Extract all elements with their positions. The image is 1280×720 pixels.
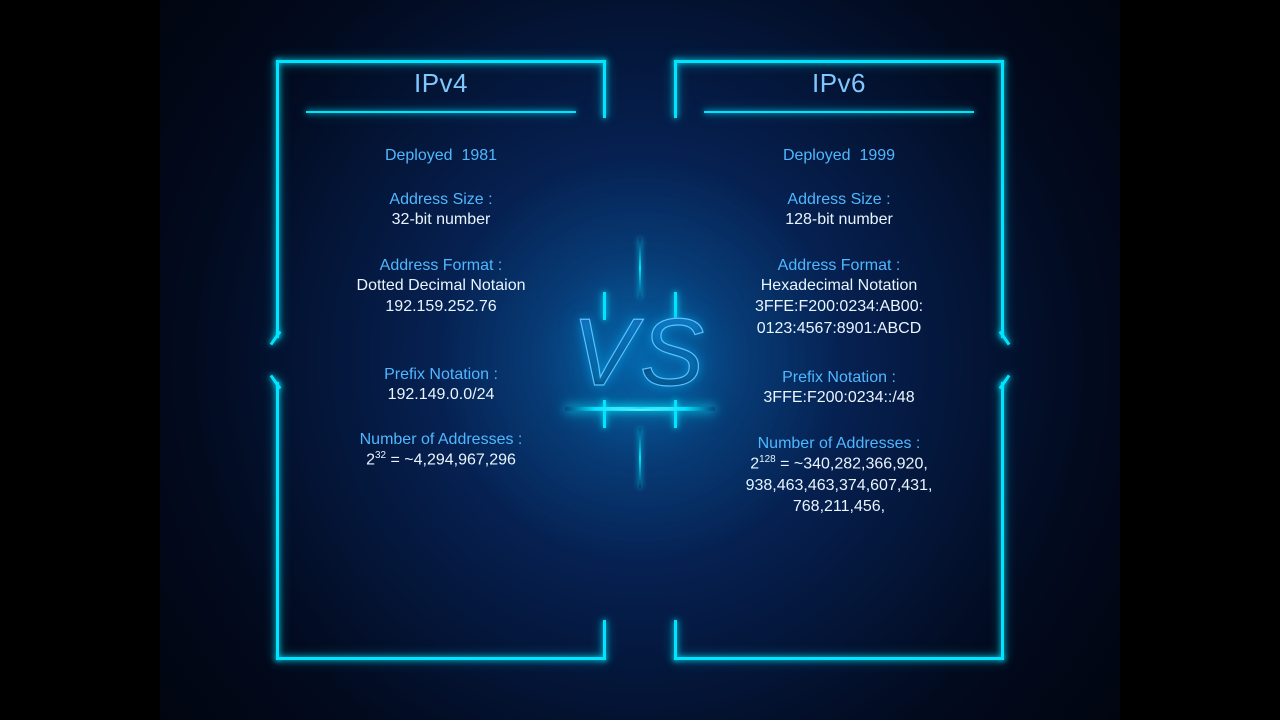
ipv6-deployed-label: Deployed 1999 [696, 147, 982, 165]
ipv4-title: IPv4 [276, 68, 606, 99]
ipv4-deployed-label: Deployed 1981 [298, 147, 584, 165]
ipv4-num-addresses-value: 232 = ~4,294,967,296 [298, 449, 584, 471]
ipv6-title: IPv6 [674, 68, 1004, 99]
ipv6-address-size-value: 128-bit number [696, 209, 982, 231]
ipv4-num-addresses-base: 2 [366, 452, 375, 469]
ipv4-num-addresses-exp: 32 [375, 450, 386, 461]
ipv6-address-format-label: Address Format : [696, 257, 982, 275]
ipv4-prefix-value: 192.149.0.0/24 [298, 384, 584, 406]
ipv6-num-addresses: Number of Addresses : 2128 = ~340,282,36… [696, 435, 982, 518]
ipv6-num-addresses-value: 2128 = ~340,282,366,920, 938,463,463,374… [696, 453, 982, 518]
vs-connector-bottom [639, 428, 641, 488]
ipv6-num-addresses-exp: 128 [759, 454, 776, 465]
ipv4-address-size-value: 32-bit number [298, 209, 584, 231]
ipv6-address-format: Address Format : Hexadecimal Notation 3F… [696, 257, 982, 340]
ipv6-address-size-label: Address Size : [696, 191, 982, 209]
ipv4-deployed: Deployed 1981 [298, 147, 584, 165]
ipv6-prefix: Prefix Notation : 3FFE:F200:0234::/48 [696, 369, 982, 409]
ipv6-address-size: Address Size : 128-bit number [696, 191, 982, 231]
ipv6-deployed: Deployed 1999 [696, 147, 982, 165]
ipv6-prefix-value: 3FFE:F200:0234::/48 [696, 387, 982, 409]
ipv4-num-addresses-rest: = ~4,294,967,296 [386, 452, 516, 469]
ipv6-num-addresses-base: 2 [750, 455, 759, 472]
ipv6-body: Deployed 1999 Address Size : 128-bit num… [674, 113, 1004, 518]
ipv4-panel: IPv4 Deployed 1981 Address Size : 32-bit… [276, 60, 606, 660]
ipv4-address-size-label: Address Size : [298, 191, 584, 209]
ipv6-panel: IPv6 Deployed 1999 Address Size : 128-bi… [674, 60, 1004, 660]
ipv4-address-format: Address Format : Dotted Decimal Notaion … [298, 257, 584, 318]
ipv4-num-addresses-label: Number of Addresses : [298, 431, 584, 449]
ipv6-prefix-label: Prefix Notation : [696, 369, 982, 387]
ipv4-prefix-label: Prefix Notation : [298, 366, 584, 384]
ipv4-address-format-label: Address Format : [298, 257, 584, 275]
ipv6-num-addresses-label: Number of Addresses : [696, 435, 982, 453]
ipv4-body: Deployed 1981 Address Size : 32-bit numb… [276, 113, 606, 471]
ipv4-address-format-value: Dotted Decimal Notaion 192.159.252.76 [298, 275, 584, 318]
ipv4-prefix: Prefix Notation : 192.149.0.0/24 [298, 366, 584, 406]
ipv4-num-addresses: Number of Addresses : 232 = ~4,294,967,2… [298, 431, 584, 471]
vs-connector-top [639, 238, 641, 298]
infographic-stage: IPv4 Deployed 1981 Address Size : 32-bit… [160, 0, 1120, 720]
ipv6-address-format-value: Hexadecimal Notation 3FFE:F200:0234:AB00… [696, 275, 982, 340]
ipv4-address-size: Address Size : 32-bit number [298, 191, 584, 231]
